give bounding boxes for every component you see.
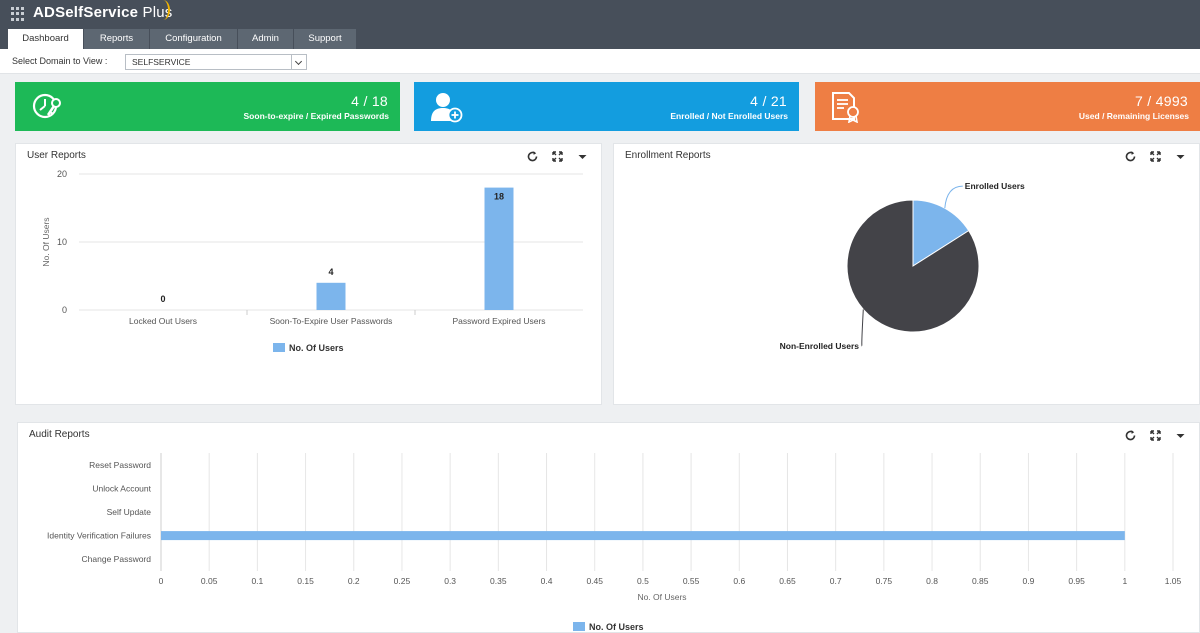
x-tick-label: 0.8 — [926, 576, 938, 586]
y-axis-label: No. Of Users — [41, 217, 51, 266]
panel-title: Audit Reports — [29, 429, 90, 440]
password-expiry-value: 4 / 18 — [351, 93, 388, 109]
chevron-down-icon[interactable] — [576, 150, 589, 163]
panel-toolbar — [1112, 429, 1187, 442]
x-tick-label: 0.85 — [972, 576, 989, 586]
password-expiry-card[interactable]: 4 / 18 Soon-to-expire / Expired Password… — [15, 82, 400, 131]
password-key-icon — [32, 93, 61, 119]
pie-label: Non-Enrolled Users — [780, 341, 860, 351]
refresh-icon[interactable] — [526, 150, 539, 163]
legend-swatch — [573, 622, 585, 631]
x-tick-label: Soon-To-Expire User Passwords — [270, 316, 393, 326]
x-tick-label: 0.9 — [1023, 576, 1035, 586]
tab-admin[interactable]: Admin — [238, 29, 293, 49]
y-tick-label: Identity Verification Failures — [47, 531, 151, 541]
chevron-down-icon[interactable] — [291, 55, 306, 69]
legend-label: No. Of Users — [289, 343, 344, 353]
chevron-down-icon[interactable] — [1174, 150, 1187, 163]
expand-icon[interactable] — [1149, 150, 1162, 163]
domain-selected-value: SELFSERVICE — [132, 57, 191, 67]
y-tick-label: 20 — [57, 169, 67, 179]
x-tick-label: 0.95 — [1068, 576, 1085, 586]
bar — [484, 187, 514, 310]
x-tick-label: 0.5 — [637, 576, 649, 586]
x-tick-label: Locked Out Users — [129, 316, 197, 326]
x-tick-label: 1 — [1122, 576, 1127, 586]
domain-label: Select Domain to View : — [12, 56, 108, 66]
x-tick-label: Password Expired Users — [452, 316, 545, 326]
legend-swatch — [273, 343, 285, 352]
enrollment-card[interactable]: 4 / 21 Enrolled / Not Enrolled Users — [414, 82, 799, 131]
app-grid-icon[interactable] — [11, 7, 25, 21]
data-label: 4 — [328, 267, 333, 277]
x-tick-label: 0 — [159, 576, 164, 586]
x-tick-label: 0.55 — [683, 576, 700, 586]
audit-reports-panel: Audit Reports 0 0.05 0.1 0.15 0.2 0.25 0.3 0.35… — [17, 422, 1200, 633]
x-tick-label: 0.25 — [394, 576, 411, 586]
enrollment-reports-panel: Enrollment Reports Enrolled Users Non-Enr… — [613, 143, 1200, 405]
panel-toolbar — [514, 150, 589, 163]
y-tick-label: 10 — [57, 237, 67, 247]
x-tick-label: 1.05 — [1165, 576, 1182, 586]
chevron-down-icon[interactable] — [1174, 429, 1187, 442]
add-user-icon — [431, 93, 463, 123]
password-expiry-label: Soon-to-expire / Expired Passwords — [243, 111, 389, 121]
x-tick-label: 0.6 — [733, 576, 745, 586]
expand-icon[interactable] — [551, 150, 564, 163]
domain-select[interactable]: SELFSERVICE — [125, 54, 307, 70]
x-tick-label: 0.4 — [541, 576, 553, 586]
data-label: 0 — [160, 294, 165, 304]
enrollment-pie-chart: Enrolled Users Non-Enrolled Users — [780, 181, 1025, 351]
tab-configuration[interactable]: Configuration — [150, 29, 237, 49]
connector-line — [944, 185, 963, 209]
refresh-icon[interactable] — [1124, 150, 1137, 163]
connector-line — [861, 309, 864, 347]
product-logo[interactable]: ADSelfService Plus — [33, 4, 173, 21]
x-tick-label: 0.7 — [830, 576, 842, 586]
x-axis-label: No. Of Users — [637, 592, 686, 602]
logo-swoosh-icon — [156, 0, 170, 20]
license-card[interactable]: 7 / 4993 Used / Remaining Licenses — [815, 82, 1200, 131]
enrollment-label: Enrolled / Not Enrolled Users — [670, 111, 788, 121]
license-value: 7 / 4993 — [1135, 93, 1188, 109]
license-label: Used / Remaining Licenses — [1078, 111, 1189, 121]
user-reports-chart: 0 10 20 No. Of Users 0 Locked Out Users 4 Soon-… — [41, 169, 583, 353]
x-tick-label: 0.65 — [779, 576, 796, 586]
x-tick-label: 0.75 — [876, 576, 893, 586]
expand-icon[interactable] — [1149, 429, 1162, 442]
refresh-icon[interactable] — [1124, 429, 1137, 442]
panel-title: User Reports — [27, 150, 86, 161]
y-tick-label: Unlock Account — [92, 483, 151, 493]
legend-label: No. Of Users — [589, 622, 644, 632]
domain-selector-bar: Select Domain to View : SELFSERVICE — [0, 49, 1200, 74]
pie-slice — [846, 199, 980, 333]
y-tick-label: Change Password — [82, 554, 152, 564]
license-certificate-icon — [832, 92, 859, 123]
tab-dashboard[interactable]: Dashboard — [8, 29, 83, 49]
tab-support[interactable]: Support — [294, 29, 356, 49]
brand-name: ADSelfService — [33, 4, 139, 21]
x-tick-label: 0.1 — [251, 576, 263, 586]
top-header: ADSelfService Plus Dashboard Reports Con… — [0, 0, 1200, 49]
data-label: 18 — [494, 192, 504, 202]
x-tick-label: 0.45 — [586, 576, 603, 586]
tab-reports[interactable]: Reports — [84, 29, 149, 49]
x-tick-label: 0.15 — [297, 576, 314, 586]
x-tick-label: 0.05 — [201, 576, 218, 586]
user-reports-panel: User Reports 0 10 20 No. Of Users 0 Locked Ou… — [15, 143, 602, 405]
x-tick-label: 0.3 — [444, 576, 456, 586]
y-tick-label: Reset Password — [89, 460, 151, 470]
y-tick-label: 0 — [62, 305, 67, 315]
panel-title: Enrollment Reports — [625, 150, 711, 161]
x-tick-label: 0.35 — [490, 576, 507, 586]
y-tick-label: Self Update — [107, 507, 152, 517]
main-nav-tabs: Dashboard Reports Configuration Admin Su… — [8, 29, 357, 49]
pie-label: Enrolled Users — [965, 181, 1025, 191]
x-tick-label: 0.2 — [348, 576, 360, 586]
audit-reports-chart: 0 0.05 0.1 0.15 0.2 0.25 0.3 0.35 0.4 0.45 0.5 0.55… — [47, 453, 1182, 632]
panel-toolbar — [1112, 150, 1187, 163]
bar — [161, 531, 1125, 541]
bar — [316, 282, 346, 310]
enrollment-value: 4 / 21 — [750, 93, 787, 109]
